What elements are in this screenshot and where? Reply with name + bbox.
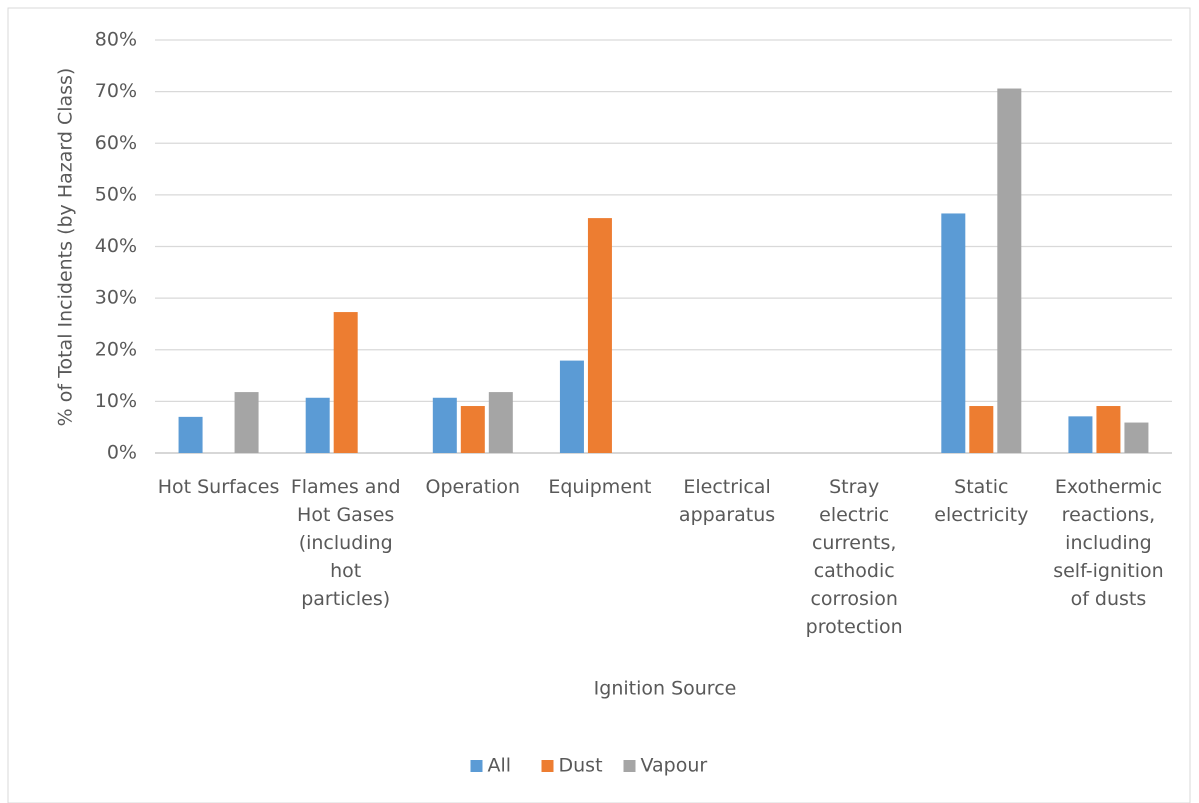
x-tick-label: Electrical apparatus [678, 476, 776, 526]
y-tick-label: 40% [95, 235, 137, 257]
y-tick-label: 50% [95, 183, 137, 205]
x-tick-label: Flames and Hot Gases (including hot part… [290, 476, 401, 610]
y-tick-label: 80% [95, 29, 137, 51]
x-tick-label: Static electricity [934, 476, 1029, 526]
y-tick-label: 10% [95, 390, 137, 412]
bar [488, 392, 513, 453]
legend-swatch [470, 760, 483, 772]
legend-label: Vapour [641, 755, 708, 777]
y-tick-label: 70% [95, 80, 137, 102]
x-tick-label: Exothermic reactions, including self-ign… [1053, 476, 1164, 610]
bar [1096, 406, 1121, 453]
x-tick-label: Operation [425, 476, 521, 498]
x-axis-title: Ignition Source [594, 678, 737, 700]
bar [178, 416, 203, 453]
y-tick-label: 30% [95, 287, 137, 309]
bar [997, 88, 1022, 453]
y-tick-label: 20% [95, 338, 137, 360]
bar [333, 312, 358, 453]
y-tick-label: 60% [95, 132, 137, 154]
y-tick-label: 0% [107, 442, 137, 464]
bar [559, 360, 584, 453]
x-tick-label: Hot Surfaces [157, 476, 280, 498]
x-tick-label: Equipment [548, 476, 652, 498]
x-tick-label: Stray electric currents, cathodic corros… [805, 476, 903, 638]
y-axis-title: % of Total Incidents (by Hazard Class) [55, 68, 77, 427]
legend-swatch [623, 760, 636, 772]
bar [587, 218, 612, 453]
bar [1124, 422, 1149, 453]
legend-label: All [488, 755, 512, 777]
legend-swatch [541, 760, 554, 772]
bar [460, 406, 485, 453]
bar [941, 213, 966, 453]
bar [305, 397, 330, 453]
bar [1068, 416, 1093, 453]
bar [432, 397, 457, 453]
bar [234, 392, 259, 453]
bar [969, 406, 994, 453]
legend-label: Dust [559, 755, 603, 777]
